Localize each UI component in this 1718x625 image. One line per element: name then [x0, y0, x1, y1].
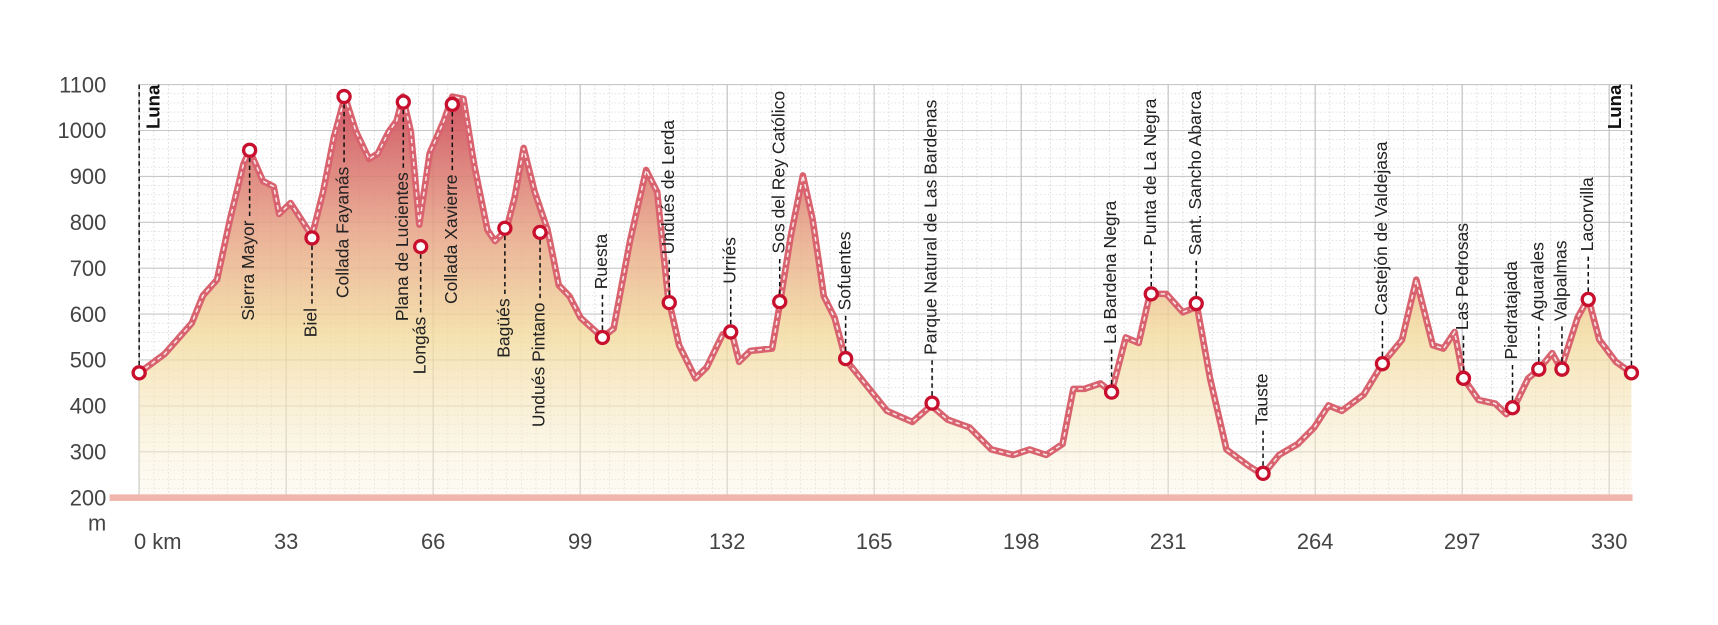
y-tick-label: 200	[70, 485, 107, 510]
waypoint-label: Biel	[301, 308, 321, 337]
waypoint-marker	[1531, 361, 1547, 377]
waypoint-label: Undués de Lerda	[658, 120, 678, 255]
waypoint-label: Collada Xavierre	[441, 174, 461, 303]
waypoint-label: Piedratajada	[1501, 261, 1521, 360]
waypoint-marker	[1374, 355, 1391, 372]
x-tick-label: 132	[709, 529, 746, 554]
waypoint-marker	[444, 96, 460, 113]
waypoint-label: Collada Fayanás	[333, 166, 353, 298]
x-tick-label: 264	[1297, 529, 1334, 554]
waypoint-label: Las Pedrosas	[1452, 223, 1472, 330]
waypoint-label: Undués Pintano	[529, 303, 549, 428]
waypoint-label: Sant. Sancho Abarca	[1185, 90, 1205, 255]
waypoint-label: Bagüés	[493, 298, 513, 358]
waypoint-label: Plana de Lucientes	[392, 172, 412, 321]
waypoint-marker	[131, 365, 147, 381]
x-tick-label: 231	[1150, 529, 1187, 554]
area-fill	[139, 96, 1632, 498]
waypoint-label: Longás	[409, 316, 429, 374]
waypoint-label: Castejón de Valdejasa	[1371, 141, 1391, 315]
waypoint-marker	[1455, 370, 1472, 387]
x-tick-label: 66	[421, 529, 445, 554]
waypoint-marker	[1554, 361, 1570, 377]
y-tick-label: 900	[70, 164, 107, 189]
y-tick-label: 800	[70, 210, 107, 235]
waypoint-label: Sofuentes	[834, 231, 854, 310]
waypoint-marker	[1255, 465, 1271, 482]
waypoint-marker	[661, 294, 677, 311]
x-tick-label: 330	[1591, 529, 1628, 554]
x-tick-label: 0 km	[134, 529, 181, 554]
waypoint-label: La Bardena Negra	[1100, 200, 1120, 343]
waypoint-label: Tauste	[1252, 374, 1272, 426]
waypoint-marker	[336, 88, 352, 105]
waypoint-marker	[395, 94, 411, 110]
waypoint-label: Urriés	[719, 237, 739, 284]
waypoint-marker	[1580, 291, 1596, 308]
waypoint-label: Lacorvilla	[1577, 177, 1597, 251]
x-tick-label: 165	[856, 529, 893, 554]
waypoint-marker	[1103, 384, 1120, 400]
y-axis-label: m	[88, 511, 106, 536]
waypoint-marker	[772, 294, 788, 310]
y-tick-label: 700	[70, 256, 107, 281]
waypoint-marker	[723, 324, 739, 340]
baseline-band	[109, 494, 1633, 501]
x-tick-label: 99	[568, 529, 592, 554]
waypoint-label: Parque Natural de Las Bardenas	[921, 100, 941, 355]
waypoint-marker	[241, 142, 258, 158]
waypoint-marker	[413, 238, 429, 255]
profile-center	[138, 93, 1632, 476]
waypoint-label: Luna	[1604, 84, 1625, 129]
y-tick-label: 1000	[58, 118, 107, 143]
y-tick-label: 600	[70, 302, 107, 327]
waypoint-label: Sierra Mayor	[238, 220, 258, 320]
x-tick-label: 198	[1003, 529, 1040, 554]
waypoint-label: Aguarales	[1527, 242, 1547, 321]
waypoint-marker	[924, 395, 940, 411]
waypoint-marker	[1143, 286, 1159, 302]
waypoint-marker	[1504, 400, 1521, 416]
waypoint-label: Sos del Rey Católico	[768, 91, 788, 254]
waypoint-marker	[497, 220, 513, 236]
waypoint-label: Valpalmas	[1551, 240, 1571, 321]
waypoint-marker	[1623, 365, 1640, 381]
waypoint-marker	[1188, 295, 1204, 312]
waypoint-marker	[594, 329, 611, 346]
waypoint-label: Ruesta	[591, 234, 611, 290]
x-tick-label: 33	[274, 529, 298, 554]
waypoint-label: Punta de La Negra	[1140, 98, 1160, 245]
y-tick-label: 1100	[59, 72, 106, 97]
y-tick-label: 300	[70, 439, 107, 464]
waypoint-marker	[532, 224, 548, 241]
y-tick-label: 400	[70, 394, 107, 419]
waypoint-label: Luna	[142, 84, 163, 129]
x-tick-label: 297	[1444, 529, 1481, 554]
waypoint-marker	[304, 230, 320, 246]
waypoint-marker	[837, 350, 854, 367]
y-tick-label: 500	[70, 348, 107, 373]
